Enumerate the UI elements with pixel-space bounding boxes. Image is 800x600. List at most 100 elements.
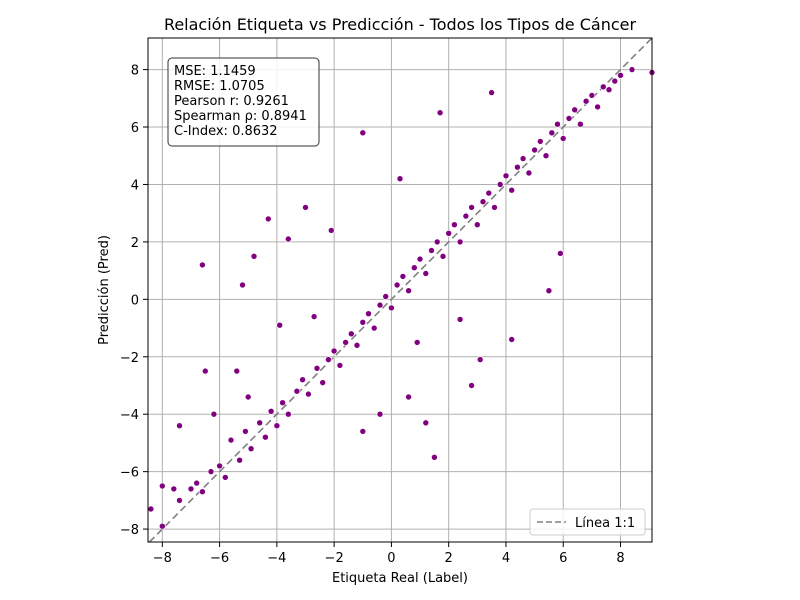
stats-cindex: C-Index: 0.8632 [174,124,278,139]
grid [148,38,652,542]
data-point-96 [508,336,516,343]
data-point-23 [313,364,321,372]
data-point-73 [599,83,607,91]
y-tick-label-8: 8 [131,64,139,79]
reference-line [148,37,653,543]
data-point-101 [176,422,183,430]
data-point-109 [456,316,464,323]
data-point-16 [267,407,275,415]
data-point-107 [310,313,318,320]
data-point-85 [359,129,367,137]
data-point-104 [233,367,241,375]
data-point-55 [496,181,504,188]
data-point-12 [242,428,249,435]
data-point-99 [359,428,367,435]
x-tick-label-4: 0 [387,551,395,566]
data-point-102 [159,482,166,490]
data-point-103 [210,410,218,418]
legend: Línea 1:1 [529,508,646,536]
data-point-90 [468,382,475,389]
data-point-25 [325,356,332,363]
stats-rmse: RMSE: 1.0705 [174,79,265,94]
data-point-33 [370,324,378,332]
y-tick-label-6: 4 [131,178,139,193]
data-point-75 [611,77,619,85]
y-tick-label-2: −4 [120,408,139,423]
data-point-26 [330,347,338,355]
x-tick-label-5: 2 [445,551,453,566]
data-point-70 [582,97,590,105]
data-point-95 [431,453,438,461]
data-point-53 [485,189,493,197]
data-point-18 [279,399,286,407]
data-point-6 [199,488,206,496]
data-point-80 [264,215,272,223]
data-point-77 [628,66,636,73]
data-point-59 [519,155,527,162]
data-point-32 [365,310,372,318]
data-point-54 [491,204,498,211]
data-point-66 [559,135,567,142]
data-point-108 [413,339,421,346]
y-tick-label-7: 6 [131,121,139,136]
data-point-48 [456,238,464,246]
data-point-88 [488,89,495,96]
plot-frame [147,37,653,543]
data-point-82 [302,204,309,211]
stats-box: MSE: 1.1459 RMSE: 1.0705 Pearson r: 0.92… [167,57,320,147]
y-tick-label-3: −2 [120,351,139,366]
y-tick-label-1: −6 [120,466,139,481]
data-point-76 [617,72,624,79]
x-tick-label-7: 6 [559,551,567,566]
data-point-61 [531,146,538,154]
y-tick-label-4: 0 [131,293,139,308]
x-tick-label-2: −4 [267,551,286,566]
data-point-29 [347,330,355,338]
data-point-51 [473,221,481,228]
data-point-52 [479,198,487,205]
data-point-72 [594,103,601,111]
x-tick-label-1: −6 [210,551,229,566]
data-point-60 [525,169,533,177]
data-point-3 [176,497,183,504]
data-point-19 [284,410,292,418]
data-point-17 [273,422,281,430]
data-point-2 [170,485,178,493]
data-point-31 [359,318,367,326]
data-point-81 [284,235,292,243]
data-point-34 [376,301,384,309]
data-point-0 [147,505,155,513]
data-point-49 [462,212,470,220]
data-point-40 [410,264,418,272]
data-point-38 [399,273,407,280]
data-point-71 [588,92,596,99]
data-point-4 [187,485,195,493]
data-point-27 [336,362,344,369]
data-point-24 [319,379,327,386]
data-point-63 [542,152,550,159]
data-point-57 [508,186,516,194]
data-point-83 [250,252,258,260]
data-point-41 [416,255,424,263]
data-point-64 [548,129,556,137]
data-point-100 [202,367,209,375]
x-tick-label-8: 8 [616,551,624,566]
data-point-21 [299,376,306,384]
data-point-74 [605,86,613,93]
y-tick-label-5: 2 [131,236,139,251]
data-point-106 [276,321,284,329]
data-point-50 [468,204,475,211]
data-point-105 [244,393,252,401]
x-tick-label-0: −8 [153,551,172,566]
x-axis-ticks: −8 −6 −4 −2 0 2 4 6 8 [153,542,625,566]
stats-mse: MSE: 1.1459 [174,64,256,79]
data-point-91 [476,356,484,363]
data-point-1 [159,522,166,530]
data-point-46 [445,230,453,237]
data-point-5 [193,479,200,487]
data-point-92 [422,419,430,427]
data-point-9 [222,474,229,481]
legend-label: Línea 1:1 [575,516,635,531]
y-tick-label-0: −8 [120,523,139,538]
